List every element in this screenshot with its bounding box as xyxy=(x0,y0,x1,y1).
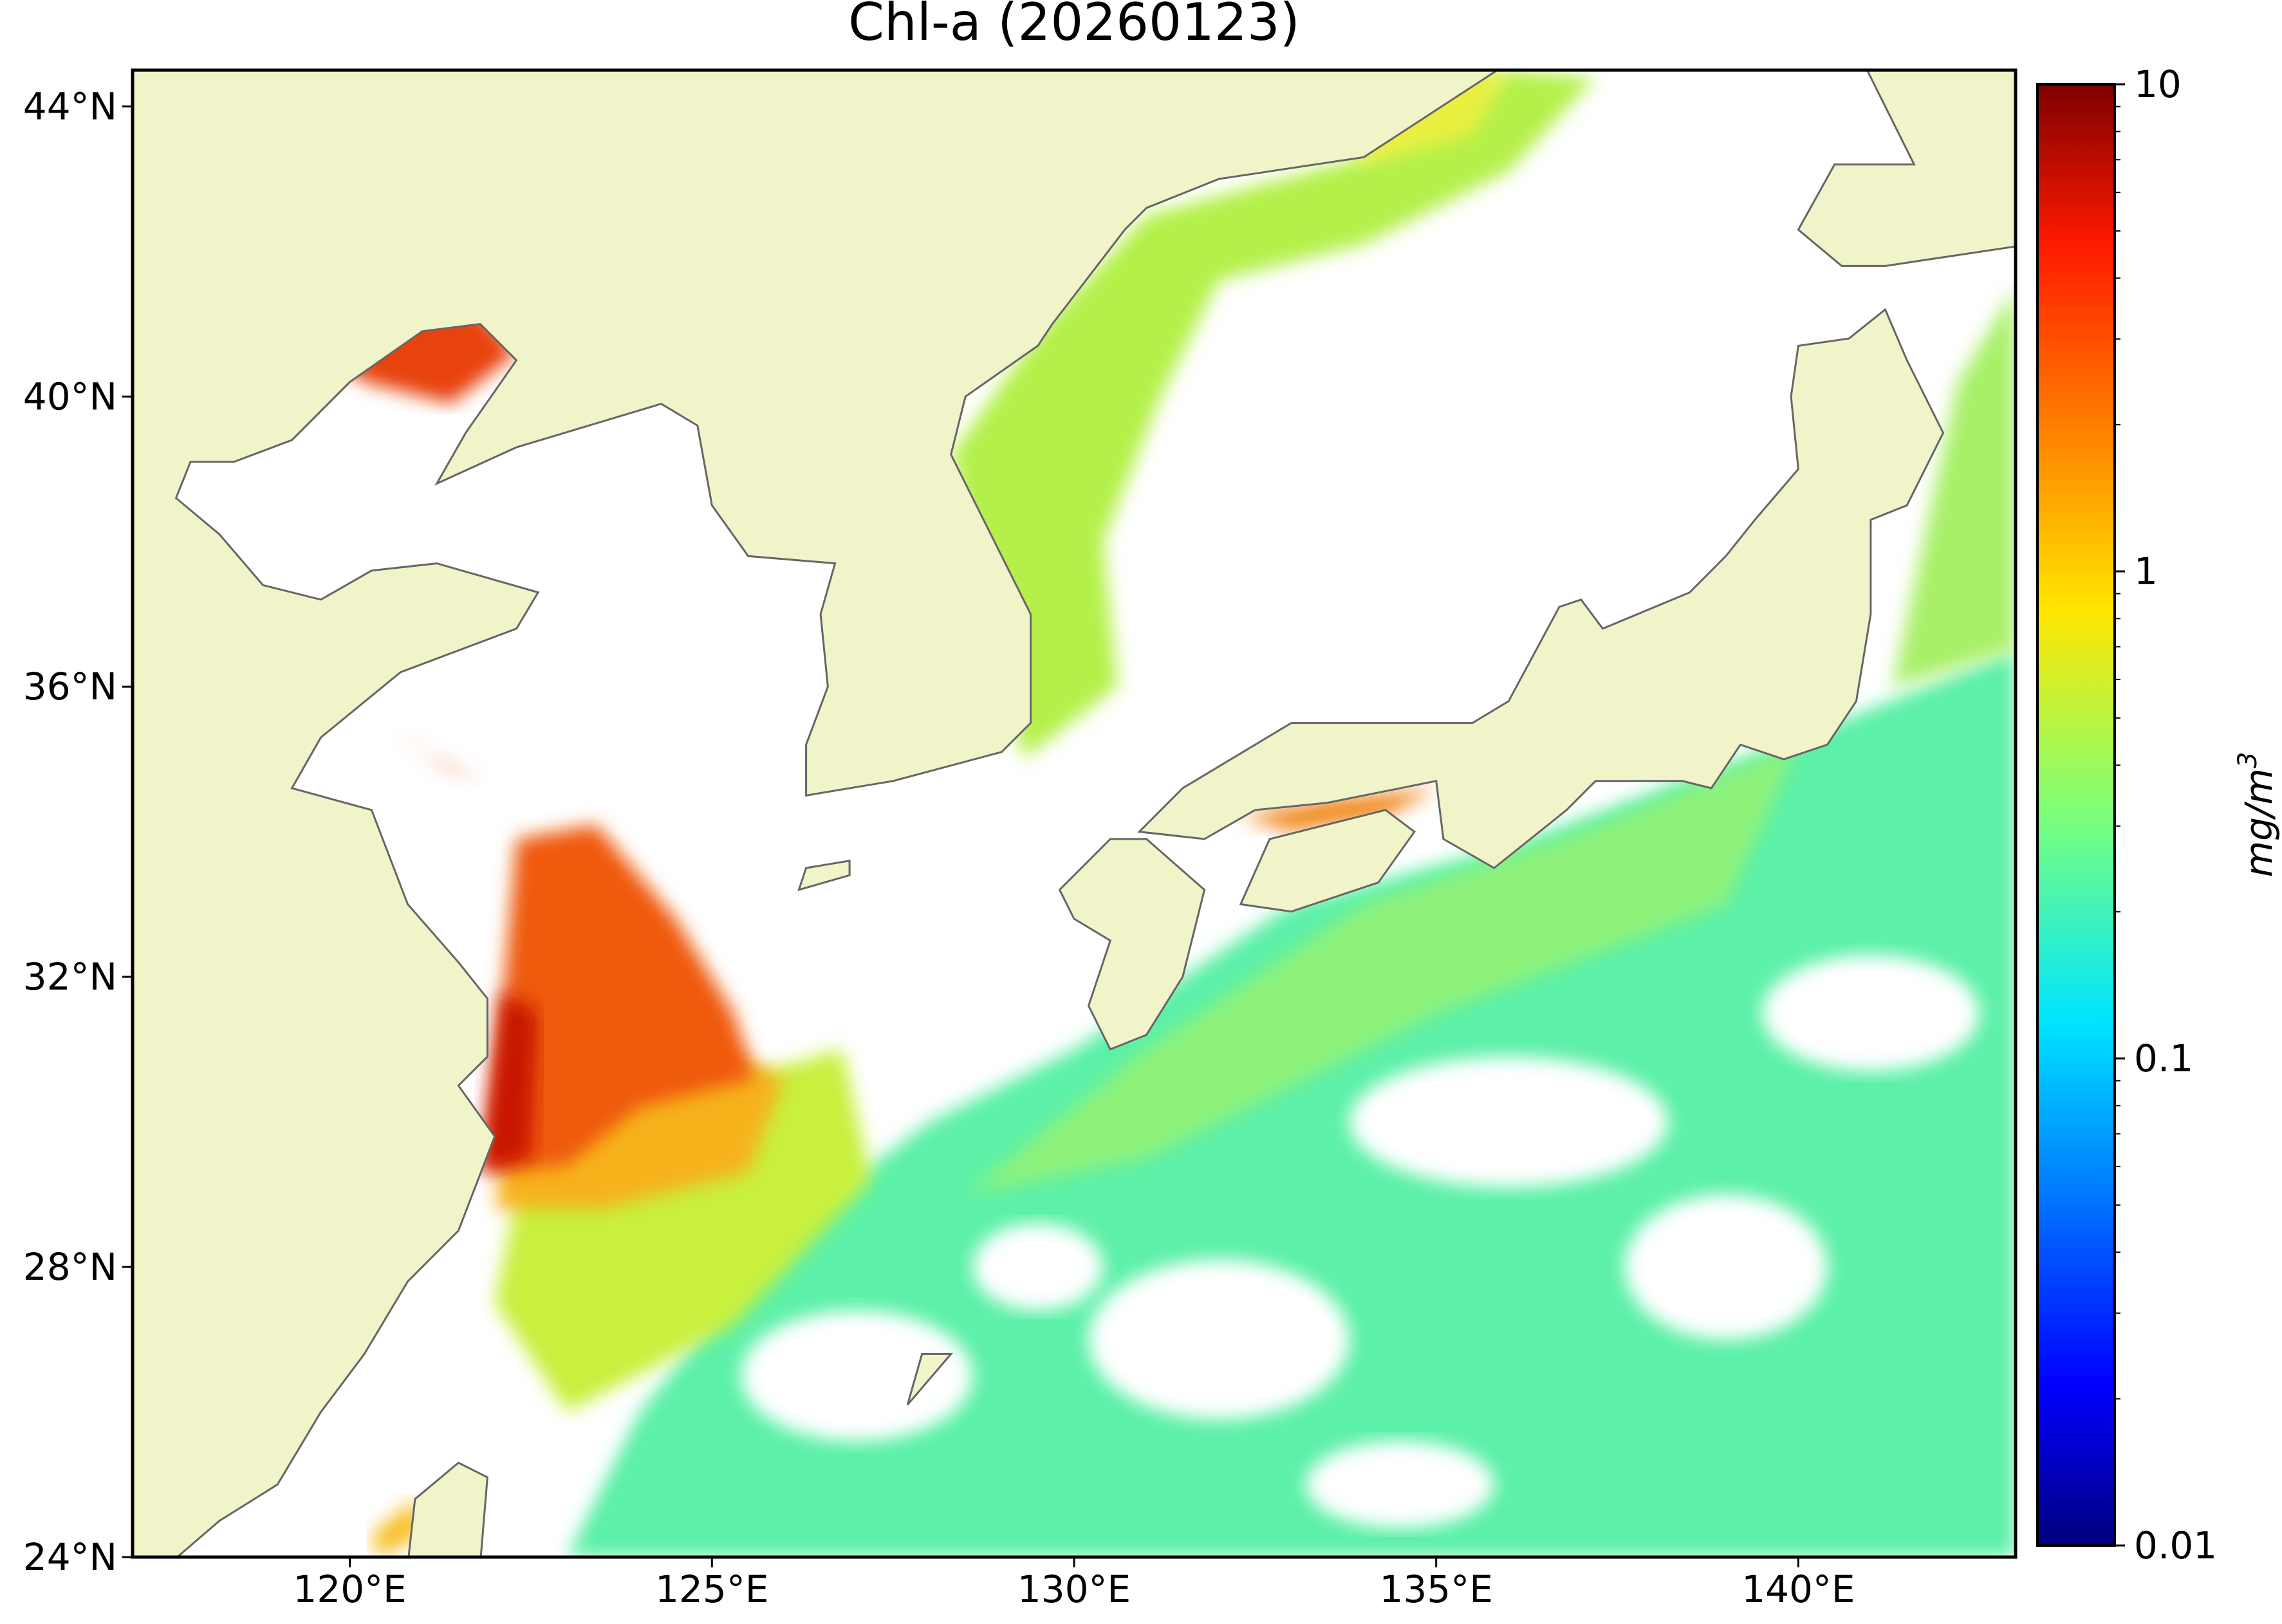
chlorophyll-patch xyxy=(393,730,481,781)
land xyxy=(797,860,851,892)
y-tick-label: 28°N xyxy=(23,1245,117,1289)
colorbar-tick-label: 0.1 xyxy=(2134,1037,2193,1080)
x-tick-label: 130°E xyxy=(1017,1567,1131,1611)
chlorophyll-patch xyxy=(487,824,756,1173)
chlorophyll-patch xyxy=(965,744,1799,1195)
cloud-gap xyxy=(1349,1057,1668,1188)
land xyxy=(1239,809,1416,913)
chlorophyll-patch xyxy=(1892,288,2016,687)
chlorophyll-patch xyxy=(480,991,539,1173)
colorbar-label-superscript: 3 xyxy=(2233,752,2263,768)
chlorophyll-patch xyxy=(1240,788,1436,832)
colorbar-label: mg/m3 xyxy=(2233,752,2281,878)
cloud-gap xyxy=(1762,955,1980,1071)
cloud-gap xyxy=(741,1310,973,1441)
colorbar-tick-label: 1 xyxy=(2134,549,2158,593)
land xyxy=(1058,838,1206,1051)
cloud-gap xyxy=(1088,1259,1350,1419)
land xyxy=(906,1352,953,1406)
y-tick-label: 36°N xyxy=(23,665,117,708)
y-tick-label: 40°N xyxy=(23,374,117,418)
cloud-gap xyxy=(1624,1194,1828,1340)
land xyxy=(1797,70,2016,267)
colorbar-tick-label: 0.01 xyxy=(2134,1524,2217,1567)
land xyxy=(133,70,1499,1557)
colorbar xyxy=(2036,83,2116,1547)
chlorophyll-patch xyxy=(371,1499,423,1557)
y-tick-label: 24°N xyxy=(23,1535,117,1579)
cloud-gap xyxy=(972,1223,1104,1311)
land xyxy=(1137,308,1945,869)
x-tick-label: 135°E xyxy=(1380,1567,1493,1611)
map-title: Chl-a (20260123) xyxy=(848,0,1300,52)
colorbar-tick-label: 10 xyxy=(2134,62,2182,106)
y-tick-label: 44°N xyxy=(23,84,117,128)
y-tick-label: 32°N xyxy=(23,955,117,999)
map-area xyxy=(133,70,2016,1557)
land xyxy=(407,1461,488,1557)
x-tick-label: 140°E xyxy=(1741,1567,1855,1611)
x-tick-label: 125°E xyxy=(655,1567,768,1611)
colorbar-label-text: mg/m xyxy=(2237,768,2281,877)
cloud-gap xyxy=(1306,1441,1494,1528)
x-tick-label: 120°E xyxy=(293,1567,406,1611)
